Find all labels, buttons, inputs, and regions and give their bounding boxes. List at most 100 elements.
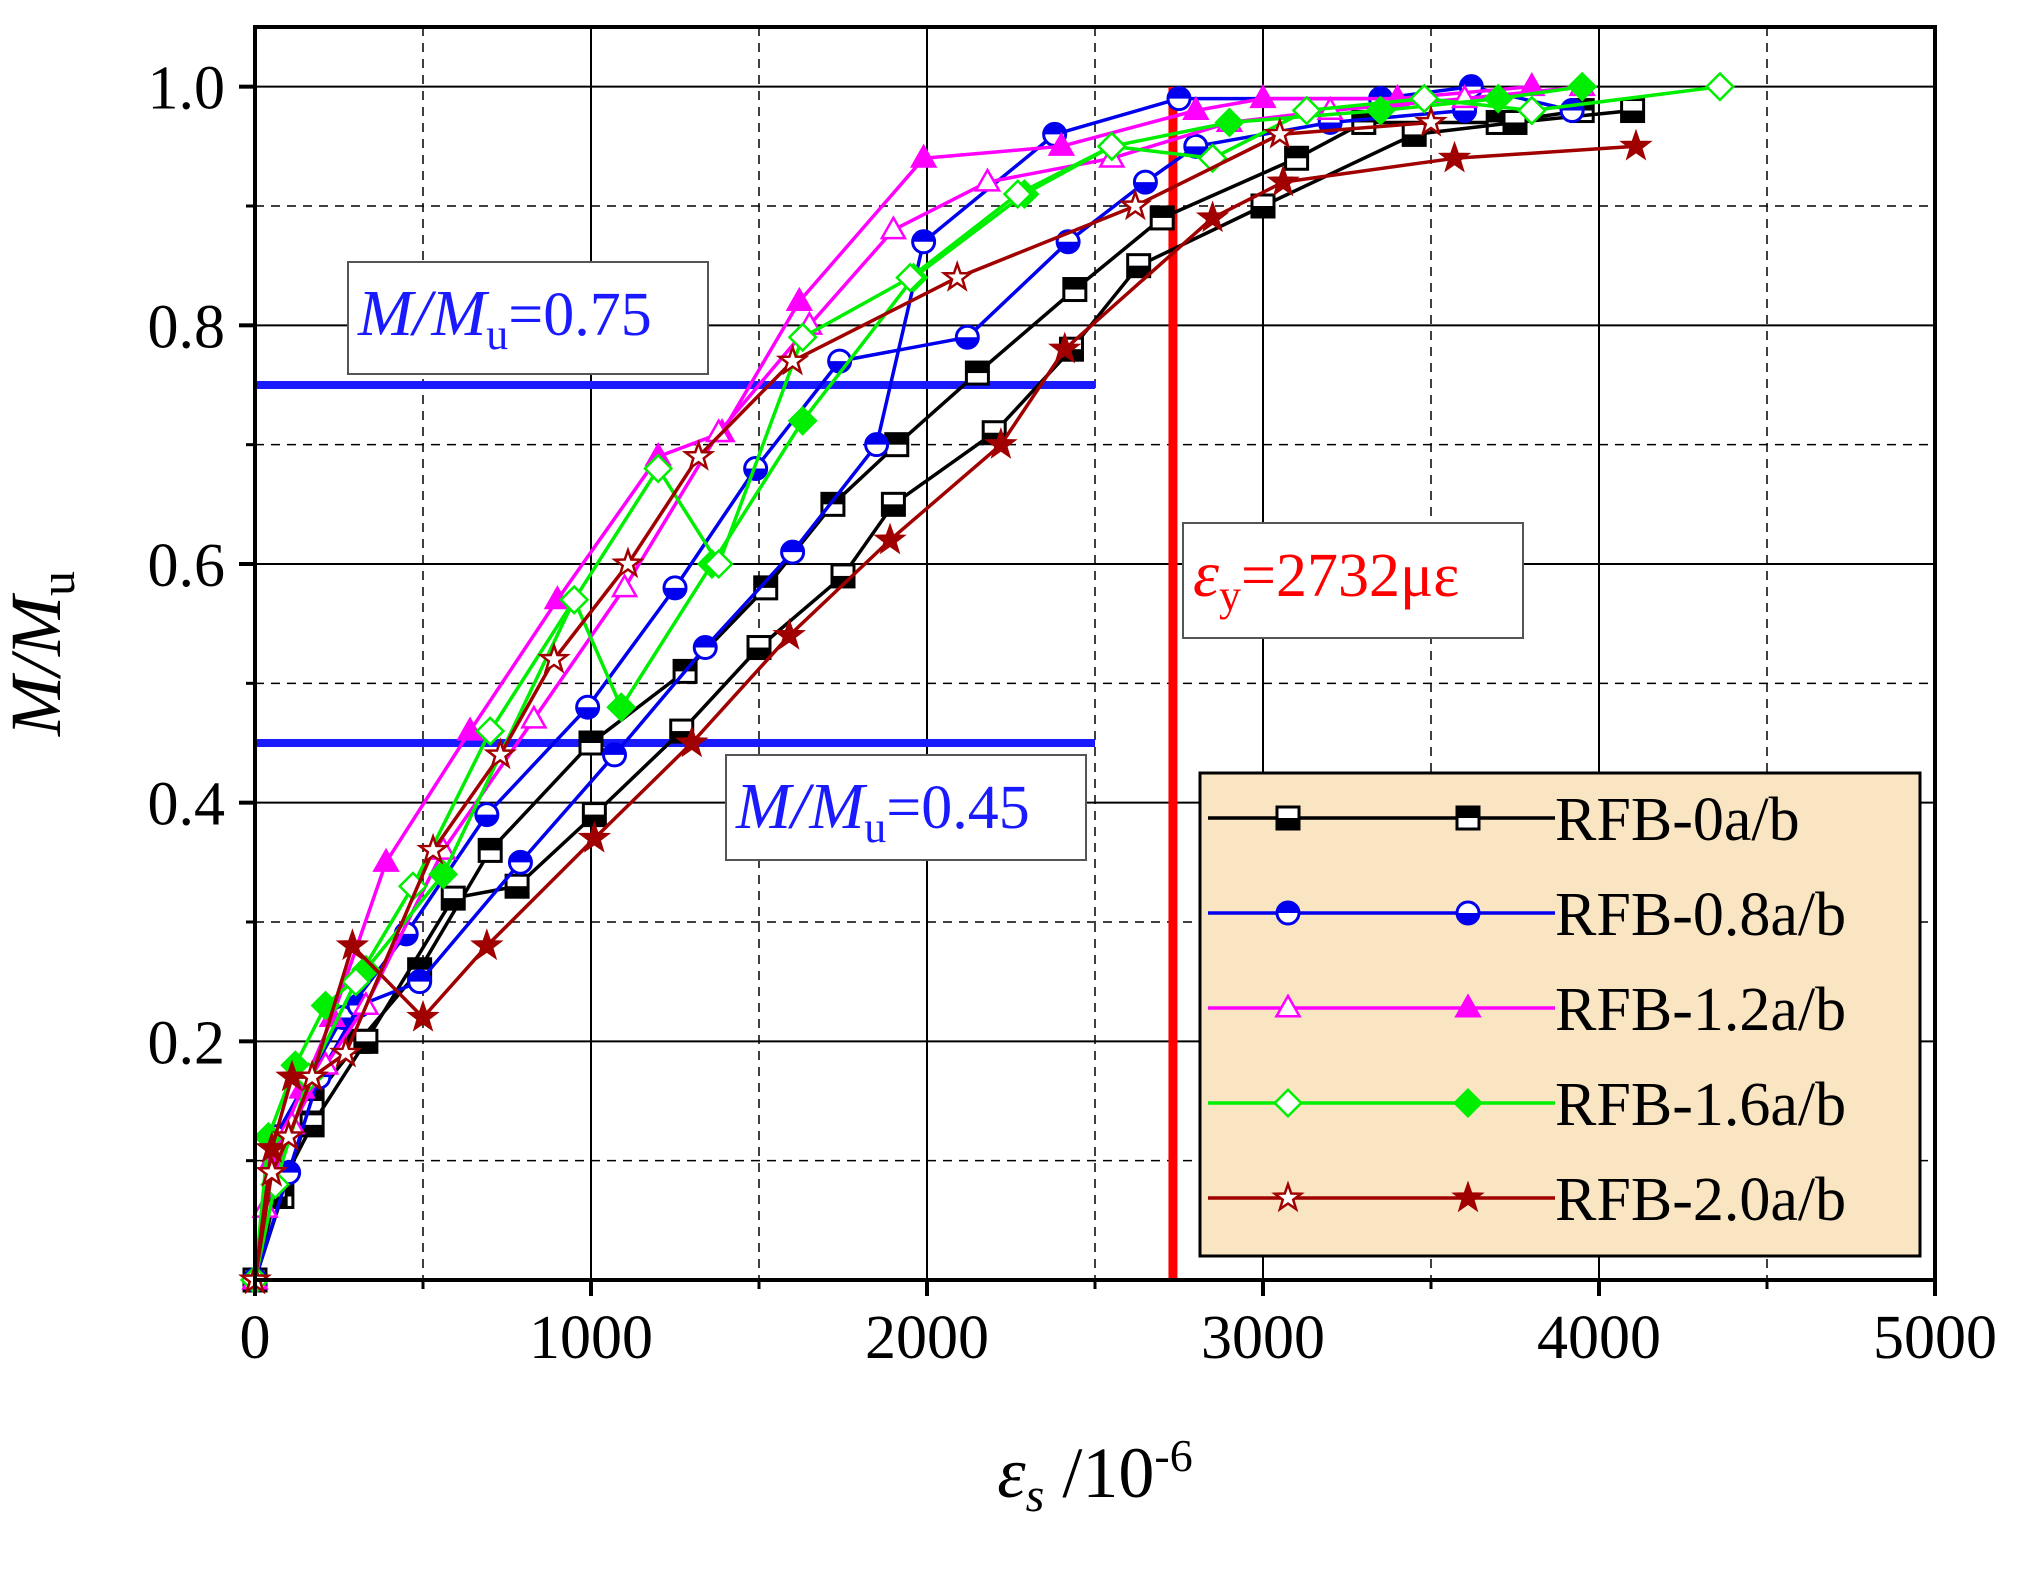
- series-layer: [238, 71, 1735, 1295]
- data-point-RFB-0.8a/b-a: [1132, 169, 1158, 195]
- data-point-RFB-2.0a/b-b: [416, 832, 450, 865]
- data-point-RFB-1.6a/b-a: [787, 405, 818, 436]
- marker-fill: [506, 886, 529, 898]
- legend-item-RFB-1.6a/b: RFB-1.6a/b: [1208, 1071, 1846, 1139]
- data-point-RFB-0a/b-a: [477, 837, 503, 863]
- data-point-RFB-0.8a/b-a: [954, 324, 980, 350]
- marker-fill: [674, 660, 697, 672]
- marker-shape: [340, 966, 371, 997]
- marker-fill: [479, 839, 502, 851]
- data-point-RFB-2.0a/b-b: [681, 439, 716, 471]
- data-point-RFB-2.0a/b-a: [1195, 200, 1230, 233]
- marker-fill: [1453, 110, 1476, 122]
- axis-titles: εs /10-6 M/Mu: [0, 571, 1193, 1522]
- marker-shape: [1274, 993, 1302, 1018]
- marker-shape: [1047, 131, 1076, 156]
- data-point-RFB-2.0a/b-a: [406, 999, 440, 1032]
- data-point-RFB-0.8a/b-b: [864, 432, 890, 458]
- data-point-RFB-2.0a/b-a: [1266, 164, 1300, 197]
- legend-marker-a: [1453, 1088, 1483, 1118]
- x-axis-title: εs /10-6: [997, 1430, 1192, 1522]
- marker-shape: [873, 522, 907, 555]
- data-point-RFB-1.2a/b-a: [785, 286, 814, 311]
- marker-fill: [882, 504, 905, 516]
- marker-shape: [1271, 1180, 1305, 1213]
- data-point-RFB-2.0a/b-a: [470, 928, 504, 961]
- legend-item-RFB-1.2a/b: RFB-1.2a/b: [1208, 976, 1846, 1044]
- x-axis-title-unit: /10: [1044, 1433, 1154, 1513]
- data-point-RFB-1.2a/b-b: [520, 704, 548, 729]
- marker-fill: [1057, 241, 1080, 253]
- annotation-label-value: =0.75: [508, 281, 651, 349]
- annotation-label-main: ε: [1193, 538, 1219, 611]
- data-point-RFB-1.6a/b-b: [1291, 95, 1322, 126]
- marker-shape: [329, 1035, 363, 1068]
- legend-marker-b: [1274, 993, 1302, 1018]
- marker-shape: [1409, 83, 1440, 114]
- data-point-RFB-0.8a/b-b: [780, 539, 806, 565]
- marker-fill: [1063, 278, 1086, 290]
- annotation-label: M/Mu=0.45: [735, 770, 1030, 852]
- data-point-RFB-1.2a/b-a: [456, 716, 484, 741]
- data-point-RFB-1.6a/b-a: [606, 692, 637, 723]
- y-axis-title-main: M/M: [0, 592, 76, 737]
- annotation-label-sub: u: [864, 803, 886, 852]
- marker-shape: [1096, 131, 1127, 162]
- tick-layer: 0 1000 2000 3000 4000 5000 0.2 0.4 0.6 0.8 1.0: [148, 55, 1998, 1372]
- annotation-label-sub: y: [1219, 571, 1241, 620]
- marker-shape: [1291, 95, 1322, 126]
- legend-label: RFB-0.8a/b: [1555, 881, 1846, 949]
- x-tick-label: 1000: [529, 1304, 653, 1372]
- marker-fill: [442, 898, 465, 910]
- legend-marker-b: [1275, 805, 1301, 831]
- data-point-RFB-0.8a/b-b: [507, 849, 533, 875]
- x-tick-label: 2000: [865, 1304, 989, 1372]
- marker-shape: [1619, 128, 1653, 161]
- marker-shape: [406, 999, 440, 1032]
- data-point-RFB-2.0a/b-a: [873, 522, 907, 555]
- marker-shape: [772, 618, 806, 650]
- marker-fill: [1487, 111, 1510, 123]
- marker-fill: [576, 707, 599, 719]
- marker-shape: [1263, 116, 1297, 149]
- marker-fill: [1403, 134, 1426, 146]
- marker-fill: [583, 814, 606, 826]
- marker-shape: [559, 584, 590, 615]
- data-point-RFB-2.0a/b-a: [984, 427, 1018, 459]
- marker-shape: [475, 716, 506, 747]
- data-point-RFB-0a/b-b: [504, 873, 530, 899]
- y-tick-label: 1.0: [148, 55, 226, 123]
- marker-shape: [681, 439, 716, 471]
- marker-fill: [475, 814, 498, 826]
- data-point-RFB-2.0a/b-a: [675, 725, 709, 758]
- marker-shape: [1414, 104, 1448, 137]
- marker-shape: [335, 928, 370, 961]
- marker-fill: [1252, 206, 1274, 217]
- series-line-RFB-1.6a/b-b: [253, 84, 1721, 1281]
- y-tick-label: 0.8: [148, 293, 226, 361]
- y-tick-label: 0.2: [148, 1009, 226, 1077]
- legend-item-RFB-2.0a/b: RFB-2.0a/b: [1208, 1166, 1846, 1234]
- marker-shape: [1453, 1088, 1483, 1118]
- marker-shape: [1266, 164, 1300, 197]
- x-axis-title-main: ε: [997, 1433, 1026, 1513]
- legend-marker-a: [1451, 1180, 1485, 1213]
- data-point-RFB-2.0a/b-a: [577, 820, 612, 853]
- data-point-RFB-2.0a/b-b: [255, 1155, 289, 1187]
- marker-shape: [1118, 188, 1153, 221]
- data-point-RFB-0a/b-a: [1062, 277, 1088, 303]
- data-point-RFB-1.6a/b-a: [428, 859, 459, 890]
- data-point-RFB-0a/b-b: [440, 885, 466, 911]
- data-point-RFB-0a/b-b: [1250, 193, 1276, 219]
- data-point-RFB-1.6a/b-a: [1214, 107, 1245, 138]
- marker-fill: [1460, 75, 1483, 87]
- marker-shape: [984, 427, 1018, 459]
- annotation-label-main: M/M: [735, 770, 868, 843]
- annotation-label-value: =2732με: [1241, 542, 1459, 610]
- marker-fill: [956, 337, 979, 349]
- data-point-RFB-2.0a/b-a: [1619, 128, 1653, 161]
- marker-fill: [1277, 902, 1299, 913]
- data-point-RFB-1.6a/b-b: [559, 584, 590, 615]
- marker-fill: [1043, 123, 1066, 135]
- marker-shape: [1516, 95, 1547, 126]
